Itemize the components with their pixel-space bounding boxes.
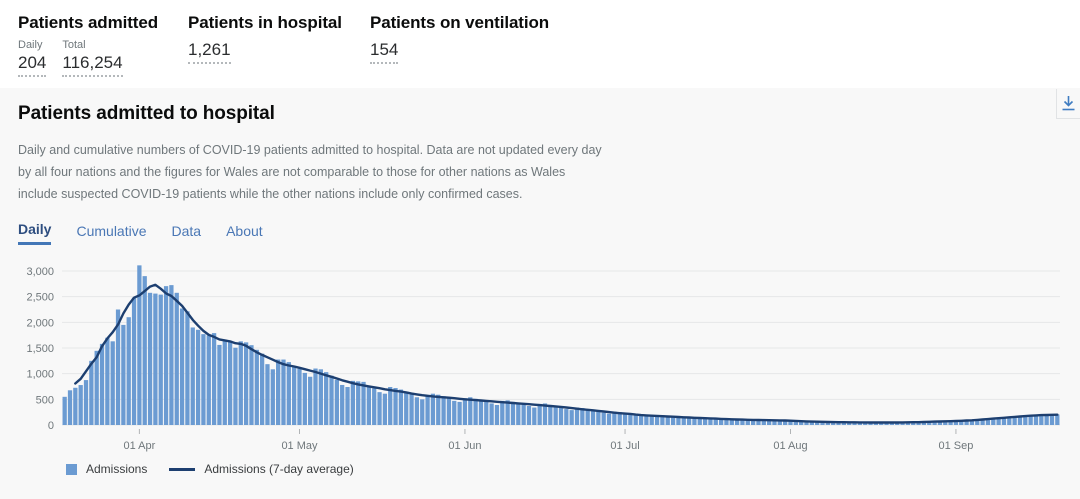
- tab-daily[interactable]: Daily: [18, 221, 52, 245]
- svg-text:01 Sep: 01 Sep: [938, 440, 973, 452]
- tab-bar: Daily Cumulative Data About: [18, 221, 1062, 245]
- chart-legend: Admissions Admissions (7-day average): [66, 462, 1062, 476]
- summary-strip: Patients admitted Daily 204 Total 116,25…: [0, 0, 1080, 88]
- admissions-bar-swatch: [66, 463, 77, 475]
- svg-text:01 Jun: 01 Jun: [448, 440, 481, 452]
- admissions-chart: 0 500 1,000 1,500 2,000 2,500 3,000 01 Apr 01 Ma…: [26, 265, 1060, 452]
- svg-text:0: 0: [48, 420, 54, 432]
- download-button[interactable]: [1056, 89, 1080, 119]
- tab-cumulative[interactable]: Cumulative: [76, 221, 146, 245]
- stat-title: Patients on ventilation: [370, 13, 550, 32]
- download-icon: [1061, 95, 1076, 112]
- admissions-card: Patients admitted to hospital Daily and …: [0, 88, 1080, 499]
- svg-text:3,000: 3,000: [26, 266, 54, 278]
- svg-text:2,000: 2,000: [26, 317, 54, 329]
- metric-total: Total 116,254: [62, 39, 123, 77]
- svg-text:2,500: 2,500: [26, 292, 54, 304]
- svg-text:01 May: 01 May: [281, 440, 318, 452]
- stat-patients-on-ventilation: Patients on ventilation 154: [370, 13, 549, 88]
- metric-daily: Daily 204: [18, 39, 47, 77]
- svg-text:01 Apr: 01 Apr: [123, 440, 155, 452]
- tab-about[interactable]: About: [226, 221, 263, 245]
- stat-title: Patients in hospital: [188, 13, 342, 32]
- svg-text:1,000: 1,000: [26, 369, 54, 381]
- svg-text:1,500: 1,500: [26, 343, 54, 355]
- legend-label-admissions: Admissions: [86, 462, 148, 476]
- stat-patients-in-hospital: Patients in hospital 1,261: [188, 13, 370, 88]
- metric-label: Total: [62, 39, 86, 51]
- metric-value: 204: [18, 53, 47, 77]
- chart-area: 0 500 1,000 1,500 2,000 2,500 3,000 01 Apr 01 Ma…: [18, 255, 1062, 476]
- svg-text:500: 500: [36, 394, 54, 406]
- admissions-average-line-swatch: [169, 467, 196, 471]
- stat-patients-admitted: Patients admitted Daily 204 Total 116,25…: [18, 13, 188, 88]
- metric-value: 1,261: [188, 40, 231, 64]
- metric-label: Daily: [18, 39, 43, 51]
- metric-value: 116,254: [62, 53, 123, 77]
- card-title: Patients admitted to hospital: [18, 103, 275, 124]
- svg-text:01 Aug: 01 Aug: [773, 440, 807, 452]
- metric-value: 154: [370, 40, 399, 64]
- svg-text:01 Jul: 01 Jul: [610, 440, 639, 452]
- tab-data[interactable]: Data: [172, 221, 202, 245]
- legend-label-average: Admissions (7-day average): [204, 462, 354, 476]
- card-description: Daily and cumulative numbers of COVID-19…: [18, 143, 602, 201]
- stat-title: Patients admitted: [18, 13, 158, 32]
